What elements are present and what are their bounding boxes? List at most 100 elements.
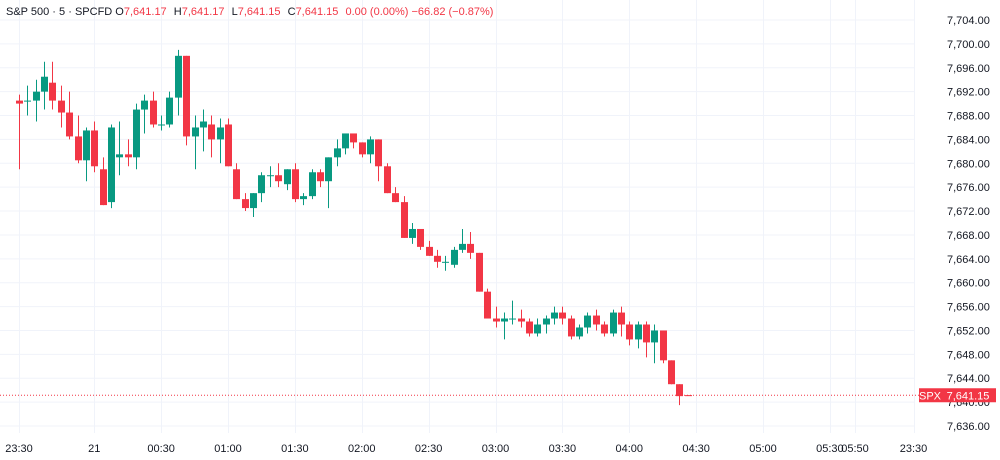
candle-body xyxy=(375,139,382,167)
candle-body xyxy=(83,130,90,161)
price-tick-label: 7,672.00 xyxy=(947,206,990,218)
candle-body xyxy=(518,318,525,322)
low-key: L xyxy=(231,6,238,18)
candle-body xyxy=(359,142,366,155)
candle-body xyxy=(233,169,240,200)
candle-body xyxy=(434,255,441,262)
time-tick-label: 05:30 xyxy=(816,443,844,455)
candle-body xyxy=(183,55,190,137)
price-badge: SPX 7,641.15 xyxy=(919,388,996,403)
open-key: O xyxy=(115,6,124,18)
candle-body xyxy=(484,291,491,319)
candle-body xyxy=(392,193,399,203)
candle-body xyxy=(451,249,458,265)
time-tick-label: 02:30 xyxy=(415,443,443,455)
candle-body xyxy=(242,199,249,209)
price-badge-symbol: SPX xyxy=(919,390,942,402)
candle-body xyxy=(200,121,207,128)
chart-legend-header: S&P 500 · 5 · SPCFD O7,641.17 H7,641.17 … xyxy=(6,6,493,18)
candle-body xyxy=(635,324,642,340)
chart-grid xyxy=(0,0,915,433)
candle-body xyxy=(275,175,282,182)
candle-body xyxy=(417,228,424,247)
candle-series[interactable] xyxy=(16,49,692,406)
time-tick-label: 00:30 xyxy=(147,443,175,455)
candle-body xyxy=(225,124,232,167)
symbol-name[interactable]: S&P 500 xyxy=(6,6,50,18)
close-value: 7,641.15 xyxy=(295,6,339,18)
change-value: 0.00 (0.00%) xyxy=(345,6,409,18)
candle-body xyxy=(350,133,357,143)
price-tick-label: 7,696.00 xyxy=(947,63,990,75)
candle-body xyxy=(16,100,23,104)
price-tick-label: 7,656.00 xyxy=(947,302,990,314)
price-tick-label: 7,664.00 xyxy=(947,254,990,266)
price-tick-label: 7,644.00 xyxy=(947,373,990,385)
candle-body xyxy=(601,324,608,334)
time-tick-label: 23:30 xyxy=(900,443,928,455)
candle-body xyxy=(334,148,341,158)
candle-body xyxy=(568,318,575,337)
time-tick-label: 02:00 xyxy=(348,443,376,455)
candle-body xyxy=(543,318,550,325)
day-change-value: −66.82 (−0.87%) xyxy=(411,6,494,18)
candle-body xyxy=(317,172,324,182)
price-badge-symbol-bg xyxy=(919,388,941,403)
candle-body xyxy=(576,327,583,337)
candle-body xyxy=(91,130,98,167)
candle-body xyxy=(626,324,633,340)
price-badge-price-bg xyxy=(941,388,996,403)
candle-body xyxy=(208,124,215,140)
candle-body xyxy=(501,318,508,322)
high-key: H xyxy=(173,6,182,18)
candle-body xyxy=(409,228,416,238)
time-tick-label: 03:00 xyxy=(482,443,510,455)
time-tick-label: 21 xyxy=(88,443,100,455)
separator-dot: · xyxy=(52,6,60,18)
candle-body xyxy=(175,55,182,98)
time-tick-label: 01:30 xyxy=(281,443,309,455)
time-tick-label: 05:00 xyxy=(749,443,777,455)
candle-body xyxy=(250,193,257,209)
candle-body xyxy=(41,76,48,92)
candle-body xyxy=(509,318,516,320)
price-tick-label: 7,660.00 xyxy=(947,278,990,290)
candle-body xyxy=(309,172,316,197)
candle-body xyxy=(593,315,600,325)
candle-body xyxy=(559,312,566,319)
candle-body xyxy=(584,315,591,328)
low-value: 7,641.15 xyxy=(237,6,281,18)
open-value: 7,641.17 xyxy=(123,6,167,18)
candle-body xyxy=(493,318,500,322)
candle-body xyxy=(651,330,658,343)
candle-body xyxy=(258,175,265,194)
source-label: SPCFD xyxy=(74,6,113,18)
price-tick-label: 7,704.00 xyxy=(947,15,990,27)
time-axis[interactable]: 23:30 21 00:30 01:00 01:30 02:00 02:30 03:00 03:… xyxy=(5,443,927,455)
separator-dot: · xyxy=(68,6,75,18)
candle-body xyxy=(476,252,483,292)
candle-body xyxy=(551,312,558,319)
candle-body xyxy=(217,127,224,140)
candle-body xyxy=(133,109,140,158)
time-tick-label: 05:50 xyxy=(841,443,869,455)
candle-body xyxy=(166,97,173,125)
price-tick-label: 7,688.00 xyxy=(947,111,990,123)
price-tick-label: 7,684.00 xyxy=(947,134,990,146)
price-axis[interactable]: 7,704.00 7,700.00 7,696.00 7,692.00 7,688.00… xyxy=(947,15,990,433)
candle-body xyxy=(141,100,148,110)
candle-body xyxy=(426,246,433,256)
time-tick-label: 04:30 xyxy=(682,443,710,455)
candle-body xyxy=(292,169,299,200)
price-tick-label: 7,636.00 xyxy=(947,421,990,433)
candle-body xyxy=(325,157,332,182)
candle-body xyxy=(108,127,115,203)
candle-body xyxy=(534,324,541,334)
price-tick-label: 7,652.00 xyxy=(947,325,990,337)
interval-label[interactable]: 5 xyxy=(59,6,66,18)
candle-body xyxy=(467,243,474,253)
price-tick-label: 7,668.00 xyxy=(947,230,990,242)
candle-body xyxy=(342,133,349,149)
candle-body xyxy=(660,330,667,361)
